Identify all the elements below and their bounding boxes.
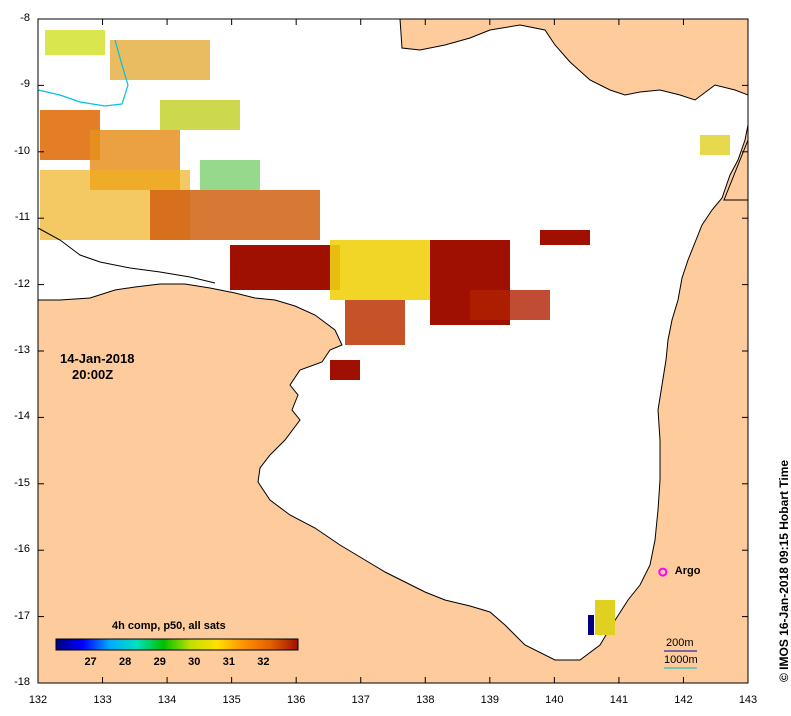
map-time: 20:00Z (72, 367, 114, 382)
scale-1000m-label: 1000m (664, 654, 698, 666)
legend-tick-label: 29 (153, 656, 166, 668)
credit-text: © IMOS 16-Jan-2018 09:15 Hobart Time (777, 459, 791, 682)
x-tick-label: 139 (480, 694, 499, 706)
y-tick-label: -15 (14, 476, 30, 489)
sst-patches (40, 30, 730, 635)
cyan-contour (38, 39, 129, 107)
legend-colorbar (55, 638, 299, 651)
y-tick-label: -14 (14, 410, 30, 423)
x-tick-label: 140 (545, 694, 564, 706)
y-tick-label: -16 (14, 543, 30, 556)
land-west (38, 124, 748, 683)
x-tick-label: 135 (222, 694, 241, 706)
legend-tick-label: 28 (119, 656, 132, 668)
x-tick-label: 136 (286, 694, 306, 706)
x-tick-label: 134 (157, 694, 177, 706)
coast-detail (38, 227, 216, 284)
axis-ticks (37, 18, 749, 684)
y-tick-label: -17 (14, 609, 30, 622)
y-tick-label: -11 (14, 211, 30, 224)
x-tick-label: 133 (93, 694, 112, 706)
legend-title: 4h comp, p50, all sats (112, 620, 226, 632)
x-tick-label: 142 (674, 694, 693, 706)
land-north (399, 19, 748, 101)
x-tick-label: 141 (609, 694, 629, 706)
argo-marker (658, 567, 668, 577)
legend-tick-label: 27 (84, 656, 97, 668)
y-tick-label: -9 (20, 78, 30, 91)
argo-label: Argo (674, 565, 701, 578)
y-tick-label: -13 (14, 344, 30, 356)
y-tick-label: -12 (14, 277, 30, 290)
land-east (723, 139, 748, 201)
legend-tick-label: 30 (188, 656, 201, 668)
x-tick-label: 143 (738, 694, 758, 706)
x-tick-label: 138 (416, 694, 435, 706)
y-tick-label: -8 (20, 12, 30, 24)
y-tick-label: -18 (14, 676, 30, 688)
scale-200m-label: 200m (666, 637, 694, 649)
legend-tick-label: 31 (222, 656, 235, 668)
x-tick-label: 137 (351, 694, 370, 706)
map-date: 14-Jan-2018 (60, 351, 135, 366)
y-tick-label: -10 (14, 144, 30, 157)
legend-tick-label: 32 (257, 656, 270, 668)
x-tick-label: 132 (28, 694, 48, 706)
